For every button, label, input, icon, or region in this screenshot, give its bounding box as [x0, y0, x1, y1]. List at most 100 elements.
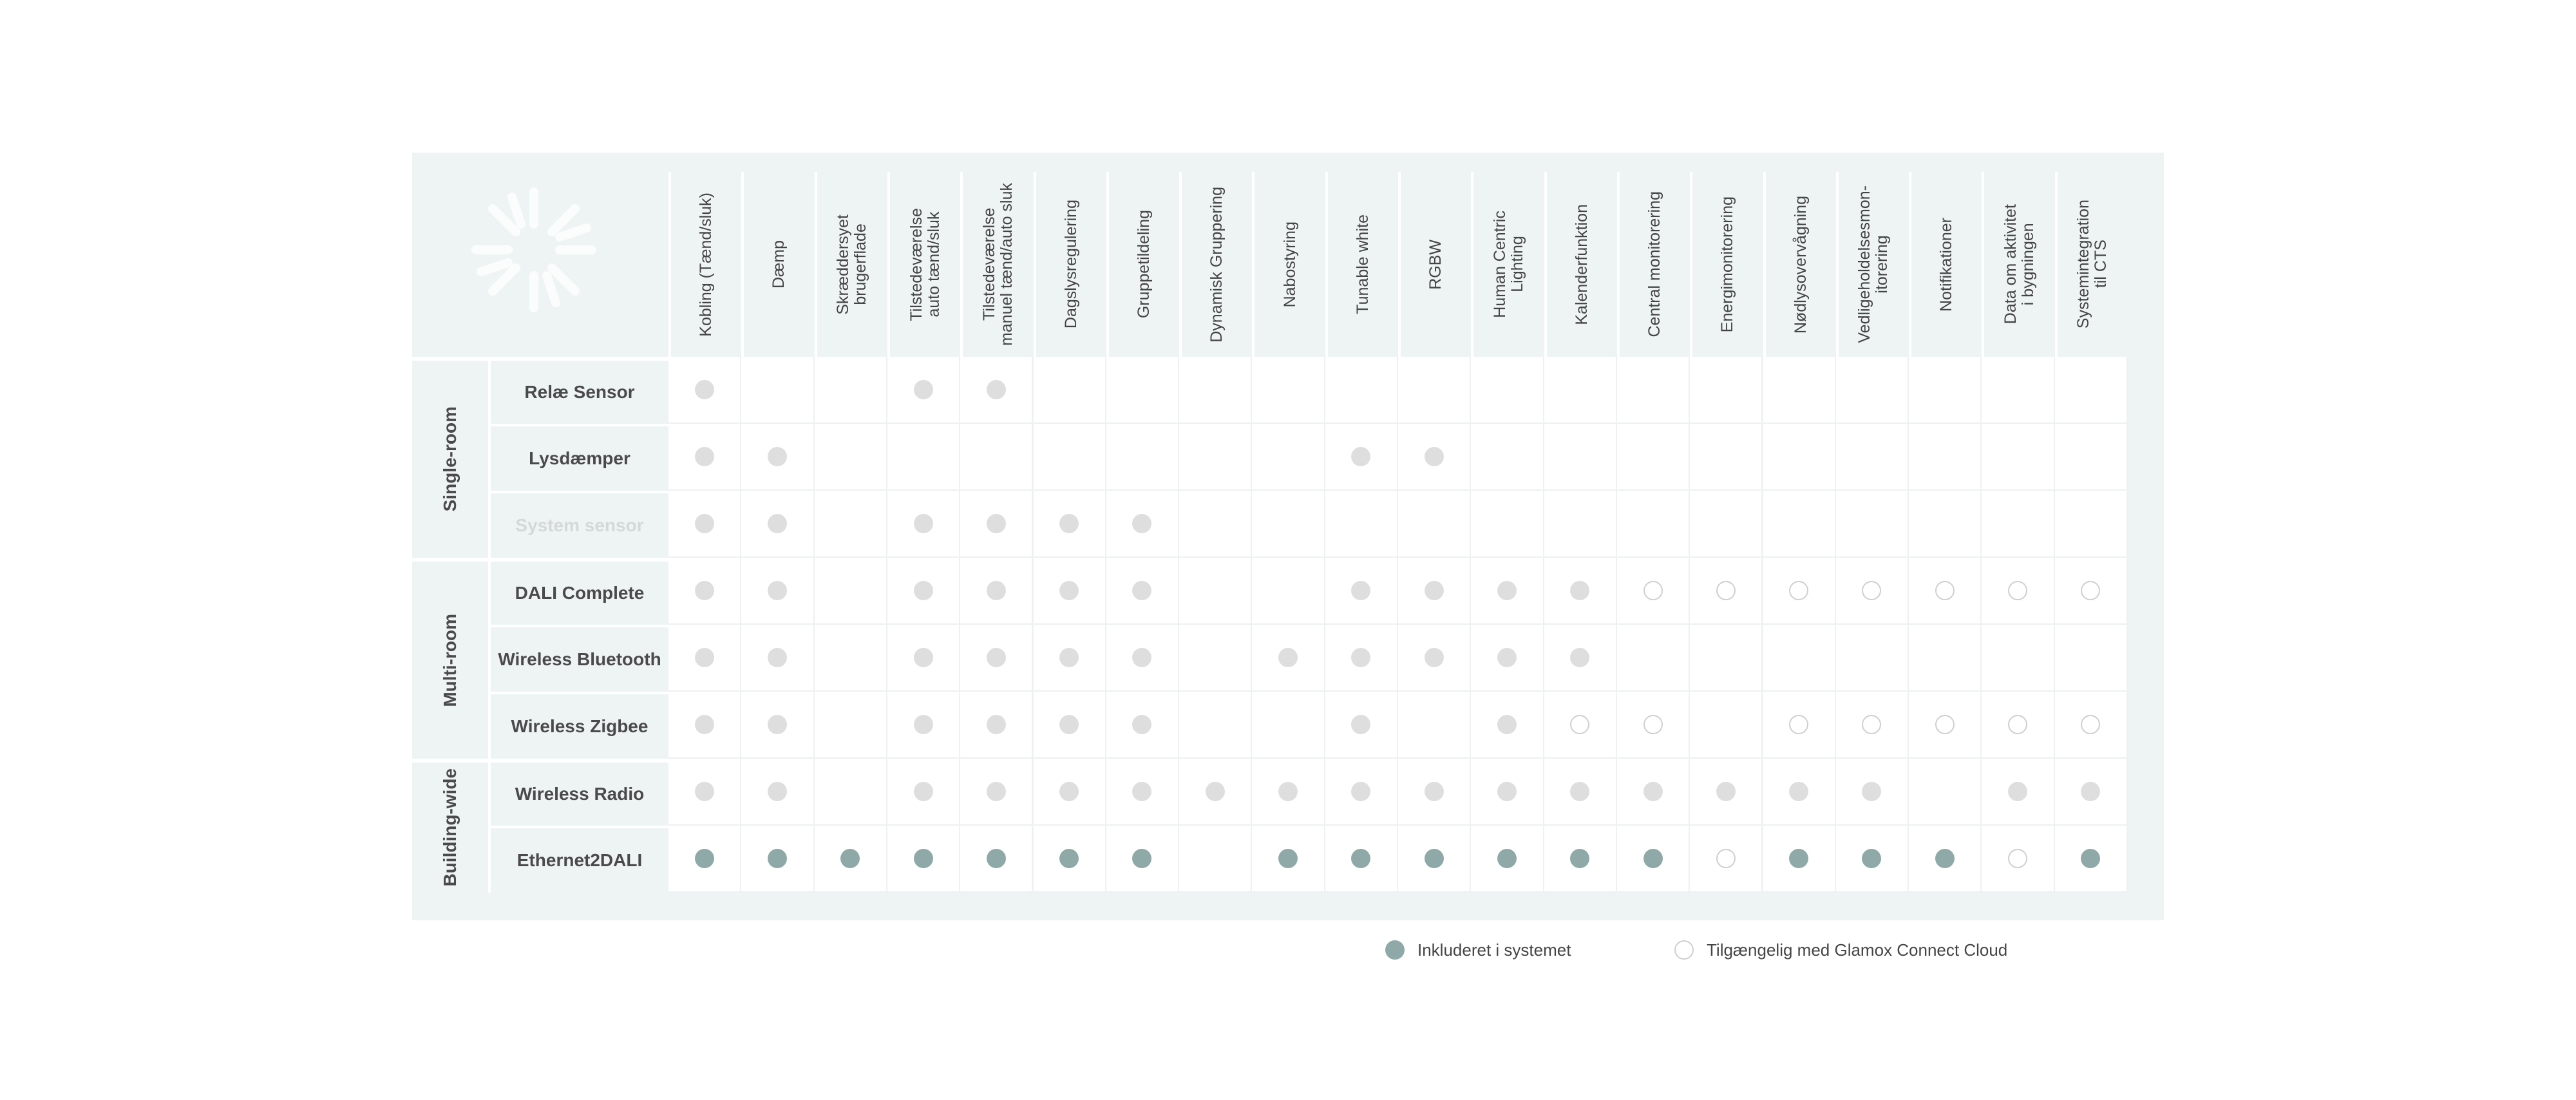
- cell: [1398, 625, 1472, 692]
- cell: [1544, 491, 1617, 558]
- dot-filled: [694, 447, 714, 466]
- cell: [814, 692, 887, 759]
- row-label: Wireless Zigbee: [488, 692, 668, 759]
- cell: [1909, 491, 1982, 558]
- dot-open: [1716, 581, 1736, 600]
- column-header: Data om aktivitet i bygningen: [1982, 172, 2054, 357]
- cell: [1616, 558, 1690, 625]
- cell: [1471, 424, 1544, 491]
- dot-filled: [2008, 782, 2028, 801]
- cell: [814, 558, 887, 625]
- cell: [1835, 424, 1909, 491]
- cell: [887, 491, 961, 558]
- cell: [1252, 558, 1325, 625]
- cell: [1325, 558, 1398, 625]
- cell: [1763, 826, 1836, 893]
- cell: [1106, 491, 1180, 558]
- cell: [1835, 491, 1909, 558]
- dot-filled: [1789, 849, 1809, 868]
- dot-filled: [986, 715, 1006, 734]
- cell: [1325, 625, 1398, 692]
- dot-filled: [1351, 849, 1371, 868]
- cell: [1616, 759, 1690, 826]
- cell: [1033, 491, 1106, 558]
- group-label-text: Building-wide: [440, 768, 460, 887]
- cell: [887, 826, 961, 893]
- cell: [2054, 424, 2128, 491]
- cell: [741, 625, 815, 692]
- cell: [1252, 759, 1325, 826]
- legend-symbol: [1674, 940, 1694, 960]
- dot-filled: [1570, 648, 1590, 667]
- cell: [1835, 357, 1909, 424]
- dot-filled: [1716, 782, 1736, 801]
- dot-filled: [767, 782, 787, 801]
- dot-filled: [694, 648, 714, 667]
- column-header: Systemintegration til CTS: [2054, 172, 2128, 357]
- cell: [1982, 692, 2055, 759]
- dot-filled: [913, 849, 933, 868]
- cell: [814, 759, 887, 826]
- cell: [668, 625, 742, 692]
- cell: [1909, 424, 1982, 491]
- cell: [1033, 424, 1106, 491]
- column-header: Human Centric Lighting: [1471, 172, 1544, 357]
- cell: [2054, 826, 2128, 893]
- dot-filled: [1424, 447, 1444, 466]
- cell: [1909, 357, 1982, 424]
- cell: [668, 424, 742, 491]
- cell: [1544, 558, 1617, 625]
- dot-filled: [694, 581, 714, 600]
- cell: [1763, 357, 1836, 424]
- cell: [1544, 424, 1617, 491]
- cell: [2054, 558, 2128, 625]
- column-header-text: Energimonitorering: [1718, 196, 1737, 333]
- cell: [1398, 558, 1472, 625]
- cell: [1982, 558, 2055, 625]
- cell: [1763, 558, 1836, 625]
- dot-filled: [1278, 648, 1298, 667]
- cell: [741, 826, 815, 893]
- column-header: Tilstedeværelse manuel tænd/auto sluk: [960, 172, 1033, 357]
- dot-filled: [913, 648, 933, 667]
- dot-filled: [986, 849, 1006, 868]
- cell: [1471, 357, 1544, 424]
- cell: [960, 759, 1034, 826]
- cell: [814, 826, 887, 893]
- cell: [1252, 357, 1325, 424]
- cell: [1033, 759, 1106, 826]
- cell: [1033, 357, 1106, 424]
- dot-open: [2081, 581, 2101, 600]
- dot-open: [1570, 715, 1590, 734]
- dot-filled: [1497, 849, 1517, 868]
- dot-filled: [1789, 782, 1809, 801]
- cell: [1616, 491, 1690, 558]
- dot-filled: [986, 648, 1006, 667]
- dot-filled: [767, 648, 787, 667]
- row-label: System sensor: [488, 491, 668, 558]
- cell: [1763, 424, 1836, 491]
- column-header: Dæmp: [741, 172, 814, 357]
- cell: [1398, 424, 1472, 491]
- cell: [1616, 692, 1690, 759]
- column-header: Dynamisk Gruppering: [1179, 172, 1252, 357]
- cell: [1398, 692, 1472, 759]
- cell: [1179, 826, 1253, 893]
- dot-open: [2008, 849, 2028, 868]
- column-header: Vedligeholdelsesmon- itorering: [1835, 172, 1909, 357]
- column-header-text: Vedligeholdelsesmon- itorering: [1855, 185, 1891, 343]
- cell: [741, 692, 815, 759]
- group-label-text: Multi-room: [440, 613, 460, 707]
- column-header: Skræddersyet brugerflade: [814, 172, 887, 357]
- cell: [1909, 692, 1982, 759]
- cell: [1106, 826, 1180, 893]
- cell: [1106, 424, 1180, 491]
- cell: [1033, 625, 1106, 692]
- cell: [1471, 558, 1544, 625]
- dot-filled: [1059, 648, 1079, 667]
- group-label: Multi-room: [412, 558, 488, 759]
- cell: [1982, 625, 2055, 692]
- cell: [960, 424, 1034, 491]
- cell: [1106, 759, 1180, 826]
- column-header-text: Gruppetildeling: [1134, 210, 1153, 319]
